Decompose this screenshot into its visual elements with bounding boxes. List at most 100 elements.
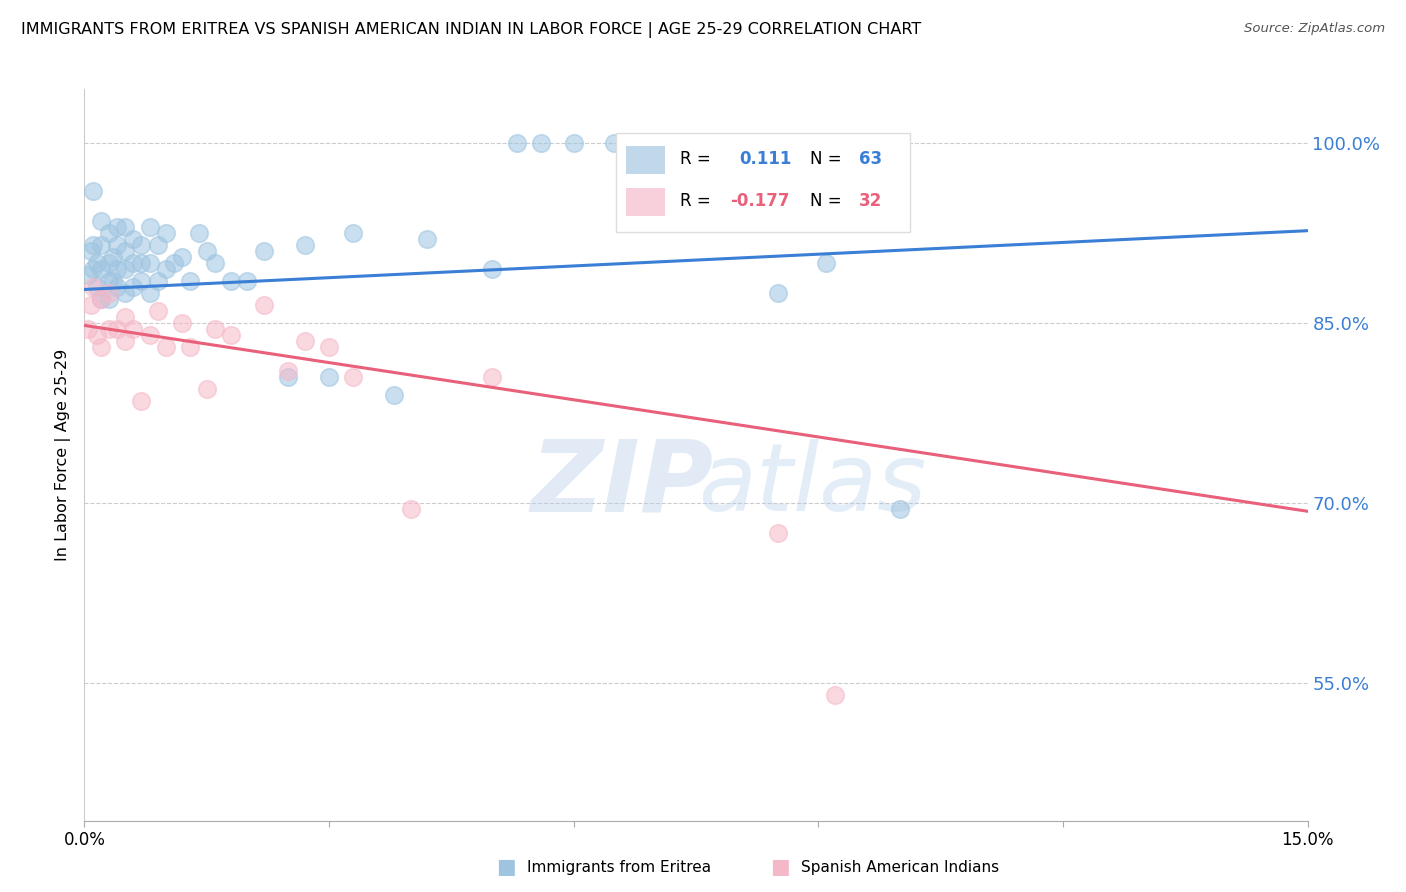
Point [179,340,201,354]
Point [97,286,120,301]
Point [138,220,160,235]
Point [114,244,136,258]
Point [766,525,789,540]
Point [97,292,120,306]
Point [481,262,503,277]
FancyBboxPatch shape [626,188,665,216]
Point [101,250,124,264]
Point [97,274,120,288]
Point [187,226,209,240]
Point [90,292,112,306]
Point [76,322,98,336]
Point [105,238,128,252]
Point [82,280,104,294]
Text: R =: R = [681,151,716,169]
Text: atlas: atlas [697,439,927,530]
Point [294,334,316,348]
Point [122,256,145,270]
Point [253,244,276,258]
Point [155,226,177,240]
Point [146,238,169,252]
Point [342,370,364,384]
Point [318,370,340,384]
Point [80,244,103,258]
Point [90,238,112,252]
FancyBboxPatch shape [626,146,665,174]
Point [105,220,128,235]
Point [86,256,108,270]
Text: N =: N = [810,192,841,211]
Point [253,298,276,312]
Point [114,220,136,235]
Point [155,340,177,354]
Text: IMMIGRANTS FROM ERITREA VS SPANISH AMERICAN INDIAN IN LABOR FORCE | AGE 25-29 CO: IMMIGRANTS FROM ERITREA VS SPANISH AMERI… [21,22,921,38]
Point [236,274,259,288]
Point [82,262,104,277]
Point [131,274,153,288]
Text: R =: R = [681,192,716,211]
Text: 0.111: 0.111 [738,151,792,169]
Point [342,226,364,240]
Text: 32: 32 [859,192,882,211]
Point [824,688,846,702]
Point [131,394,153,409]
Point [505,136,527,150]
Point [105,322,128,336]
Point [603,136,626,150]
Point [530,136,553,150]
Point [416,232,439,246]
Point [90,262,112,277]
Text: ■: ■ [496,857,516,877]
Point [146,304,169,318]
Point [138,328,160,343]
Point [195,244,218,258]
Point [86,280,108,294]
Point [172,316,194,330]
Point [481,370,503,384]
Text: Spanish American Indians: Spanish American Indians [801,860,1000,874]
Text: ■: ■ [770,857,790,877]
Text: 63: 63 [859,151,882,169]
Point [155,262,177,277]
Point [204,322,226,336]
Text: ZIP: ZIP [531,435,714,533]
Point [399,501,422,516]
Text: Immigrants from Eritrea: Immigrants from Eritrea [527,860,711,874]
Point [114,262,136,277]
Point [131,256,153,270]
Point [219,328,242,343]
FancyBboxPatch shape [616,133,910,232]
Point [97,256,120,270]
Point [86,328,108,343]
Point [294,238,316,252]
Point [889,501,911,516]
Point [219,274,242,288]
Point [77,268,100,282]
Point [163,256,186,270]
Point [114,334,136,348]
Point [146,274,169,288]
Point [122,280,145,294]
Point [90,340,112,354]
Point [97,322,120,336]
Point [90,214,112,228]
Point [661,136,683,150]
Point [131,238,153,252]
Point [179,274,201,288]
Point [97,226,120,240]
Point [277,370,299,384]
Point [382,388,405,402]
Point [766,286,789,301]
Point [172,250,194,264]
Point [204,256,226,270]
Point [105,280,128,294]
Text: N =: N = [810,151,841,169]
Point [318,340,340,354]
Point [122,232,145,246]
Point [80,298,103,312]
Point [839,202,862,216]
Point [101,274,124,288]
Point [122,322,145,336]
Y-axis label: In Labor Force | Age 25-29: In Labor Force | Age 25-29 [55,349,72,561]
Point [82,184,104,198]
